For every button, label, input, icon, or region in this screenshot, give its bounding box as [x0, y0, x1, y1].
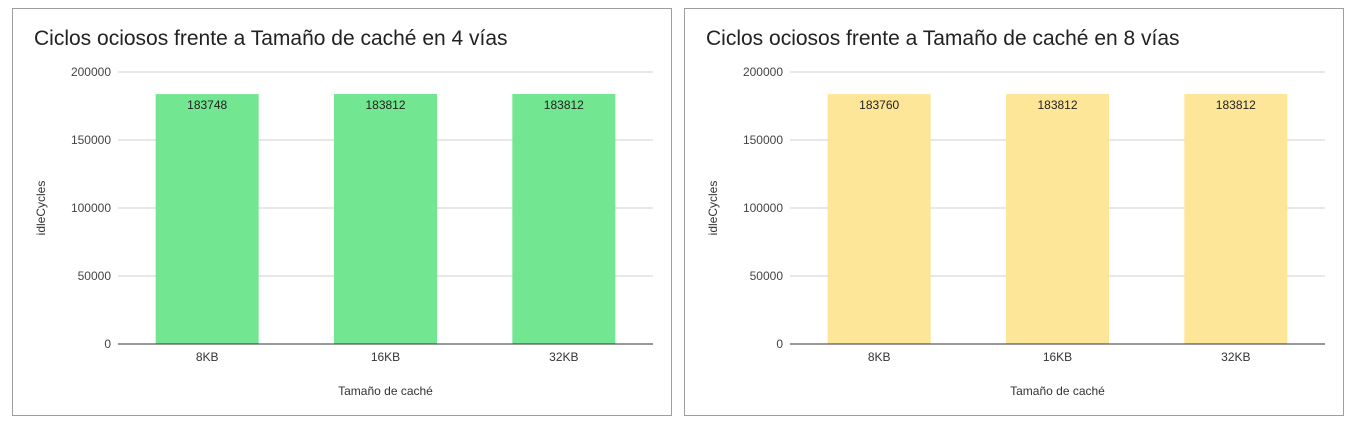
bar: [334, 94, 437, 344]
bar-chart-4-way: 0 50000 100000 150000 200000 183748 8KB 183812 1…: [34, 65, 653, 398]
y-tick-label: 100000: [743, 201, 783, 215]
bar: [155, 94, 259, 344]
bar: [827, 94, 931, 345]
y-tick-label: 200000: [71, 65, 111, 79]
y-axis-title: idleCycles: [34, 181, 48, 236]
y-tick-label: 0: [104, 337, 111, 351]
x-tick-label: 32KB: [1221, 350, 1250, 364]
y-tick-label: 150000: [71, 133, 111, 147]
bar: [1184, 94, 1288, 344]
bar: [512, 94, 616, 344]
y-tick-label: 50000: [78, 269, 112, 283]
data-label: 183760: [859, 98, 899, 112]
y-tick-label: 150000: [743, 133, 783, 147]
y-axis-title: idleCycles: [706, 181, 720, 236]
data-label: 183812: [365, 98, 405, 112]
chart-title: Ciclos ociosos frente a Tamaño de caché …: [706, 27, 1180, 50]
data-label: 183748: [187, 98, 227, 112]
x-axis-title: Tamaño de caché: [1010, 384, 1105, 398]
data-label: 183812: [544, 98, 584, 112]
data-label: 183812: [1037, 98, 1077, 112]
bar-chart-8-way: 0 50000 100000 150000 200000 183760 8KB 183812 1…: [706, 65, 1325, 398]
x-tick-label: 16KB: [371, 350, 400, 364]
x-tick-label: 16KB: [1043, 350, 1072, 364]
y-tick-label: 200000: [743, 65, 783, 79]
chart-title: Ciclos ociosos frente a Tamaño de caché …: [34, 27, 508, 50]
x-tick-label: 8KB: [868, 350, 891, 364]
x-tick-label: 8KB: [196, 350, 219, 364]
y-tick-label: 0: [776, 337, 783, 351]
y-tick-label: 50000: [750, 269, 784, 283]
y-tick-label: 100000: [71, 201, 111, 215]
chart-panel-4-way: Ciclos ociosos frente a Tamaño de caché …: [12, 8, 672, 416]
bar: [1006, 94, 1109, 344]
chart-panel-8-way: Ciclos ociosos frente a Tamaño de caché …: [684, 8, 1344, 416]
x-axis-title: Tamaño de caché: [338, 384, 433, 398]
x-tick-label: 32KB: [549, 350, 578, 364]
data-label: 183812: [1216, 98, 1256, 112]
